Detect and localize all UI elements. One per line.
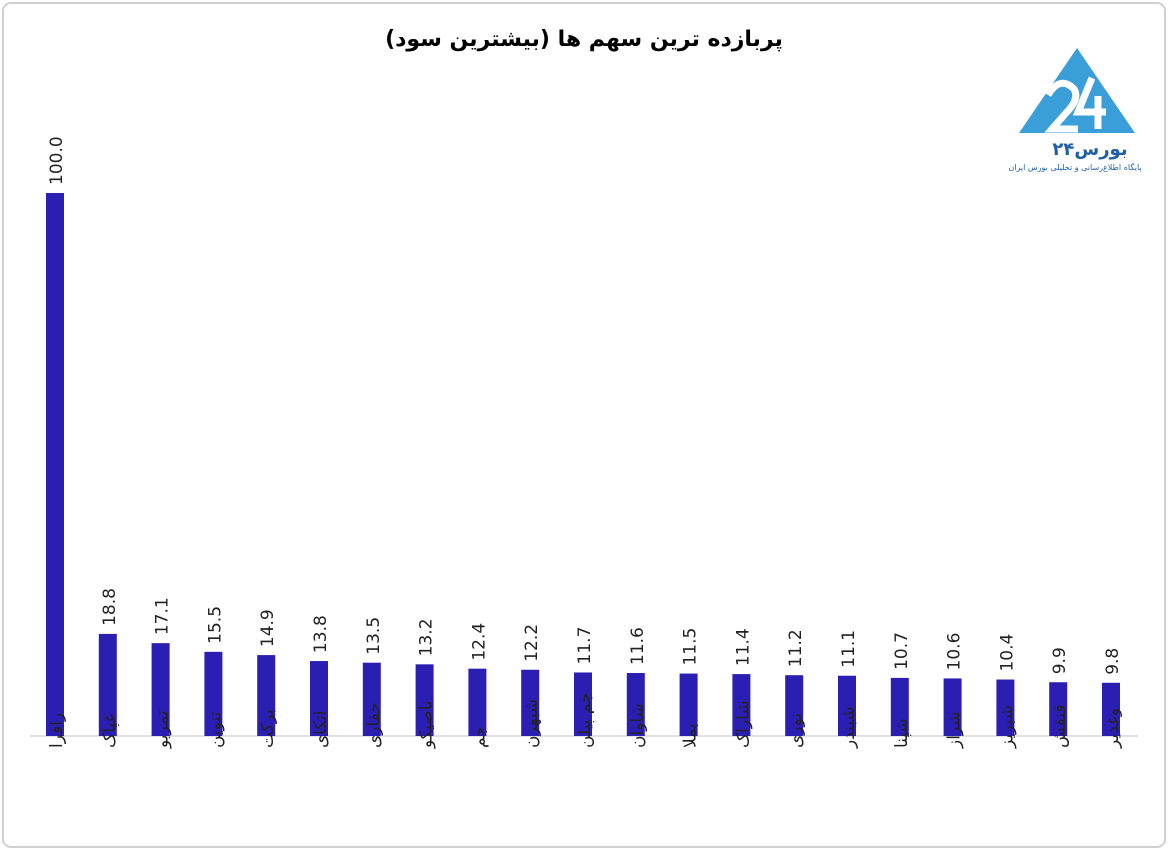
value-label: 11.2: [786, 629, 806, 667]
x-tick-label: شاراک: [733, 700, 753, 748]
value-label: 12.2: [522, 624, 542, 662]
bar: [1049, 682, 1068, 736]
x-tick-label: جم پیلن: [575, 692, 595, 748]
bar: [679, 673, 698, 736]
bar: [98, 633, 117, 736]
x-tick-label: شبندر: [839, 706, 859, 749]
bar: [785, 675, 804, 736]
bar: [732, 674, 751, 736]
bar: [521, 669, 540, 736]
value-label: 18.8: [100, 588, 120, 626]
value-label: 15.5: [205, 606, 225, 644]
x-tick-label: نوری: [786, 713, 806, 748]
value-label: 14.9: [258, 609, 278, 647]
x-tick-label: رافرا: [47, 713, 67, 748]
value-label: 10.7: [892, 632, 912, 670]
value-label: 13.8: [311, 615, 331, 653]
logo-tagline: پایگاه اطلاع‌رسانی و تحلیلی بورس ایران: [1008, 162, 1141, 172]
bar: [996, 679, 1015, 736]
x-tick-label: شبریز: [997, 705, 1017, 749]
x-tick-label: شاوان: [628, 703, 648, 748]
bar: [838, 675, 856, 736]
x-tick-label: حفاری: [364, 702, 384, 748]
bar: [468, 668, 487, 736]
logo-mark: [1044, 79, 1080, 133]
value-label: 12.4: [469, 623, 489, 661]
bar: [626, 673, 645, 736]
value-label: 11.1: [839, 630, 859, 668]
bar: [574, 672, 592, 736]
bar: [890, 677, 909, 736]
bar: [362, 662, 381, 736]
value-label: 11.7: [575, 627, 595, 665]
bar: [151, 643, 170, 736]
x-tick-label: شپنا: [892, 718, 912, 748]
value-label: 9.9: [1050, 647, 1070, 674]
bar: [415, 664, 434, 736]
bar: [310, 661, 328, 736]
logo: بورس۲۴ پایگاه اطلاع‌رسانی و تحلیلی بورس …: [1008, 48, 1142, 172]
x-tick-label: قنقش: [1050, 704, 1070, 748]
bar: [257, 655, 276, 736]
value-label: 10.6: [945, 633, 965, 671]
value-label: 11.6: [628, 627, 648, 665]
chart-title: پربازده ترین سهم ها (بیشترین سود): [385, 27, 783, 52]
x-tick-label: تمریو: [153, 710, 173, 749]
x-tick-label: برکت: [258, 709, 278, 748]
x-tick-label: اتکای: [311, 711, 331, 748]
logo-mark: [1072, 76, 1106, 129]
value-label: 17.1: [153, 597, 173, 635]
value-label: 11.4: [733, 628, 753, 666]
bar: [46, 193, 64, 736]
x-tick-label: تنوین: [205, 711, 225, 748]
x-tick-label: غپاک: [100, 713, 120, 748]
value-label: 13.5: [364, 617, 384, 655]
x-tick-label: شراز: [945, 711, 965, 749]
bar: [204, 651, 223, 736]
value-label: 11.5: [681, 628, 701, 666]
value-label: 100.0: [47, 136, 67, 185]
x-tick-label: وغدیر: [1103, 708, 1123, 749]
bar: [1102, 682, 1120, 736]
x-tick-label: بملا: [681, 723, 701, 748]
value-label: 10.4: [997, 634, 1017, 672]
x-tick-label: شبهرن: [522, 699, 542, 748]
value-label: 13.2: [417, 618, 437, 656]
value-label: 9.8: [1103, 648, 1123, 675]
x-tick-label: ناصیکو: [417, 700, 437, 749]
bar: [943, 678, 962, 736]
logo-name: بورس۲۴: [1052, 139, 1127, 160]
x-tick-label: جم: [469, 726, 489, 748]
